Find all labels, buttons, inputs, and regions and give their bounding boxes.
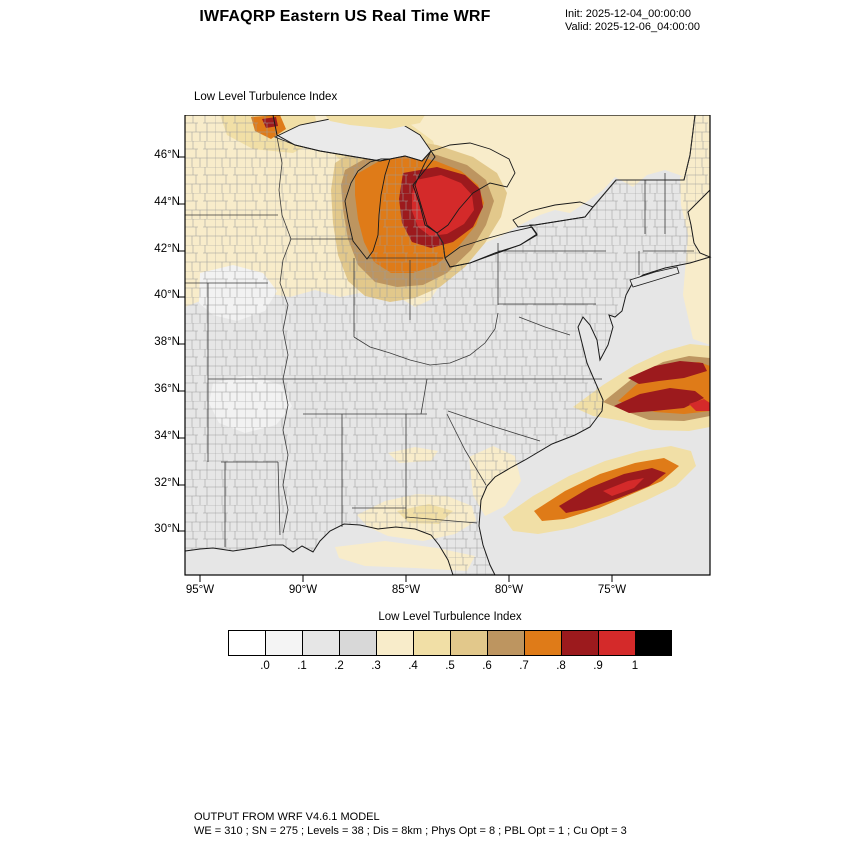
footer-line1: OUTPUT FROM WRF V4.6.1 MODEL bbox=[194, 811, 380, 823]
page-title: IWFAQRP Eastern US Real Time WRF bbox=[199, 8, 491, 25]
colorbar-tick-label: 1 bbox=[631, 660, 639, 672]
lat-label: 32°N bbox=[154, 477, 180, 489]
turbulence-fill-maroon-streak1b bbox=[614, 388, 704, 413]
colorbar-tick-label: .3 bbox=[371, 660, 381, 672]
colorbar-tick-label: .5 bbox=[445, 660, 455, 672]
lon-label: 80°W bbox=[494, 584, 524, 596]
map-canvas bbox=[178, 115, 712, 582]
turbulence-fill-maroon-streak1a bbox=[628, 361, 707, 384]
colorbar-swatch bbox=[413, 630, 451, 656]
lake-michigan bbox=[344, 158, 391, 260]
turbulence-fill-red-streak1 bbox=[689, 399, 710, 411]
colorbar-tick-label: .8 bbox=[556, 660, 566, 672]
colorbar-tick-label: .1 bbox=[297, 660, 307, 672]
colorbar-title: Low Level Turbulence Index bbox=[378, 611, 522, 623]
colorbar-swatch bbox=[635, 630, 672, 656]
lat-label: 34°N bbox=[154, 430, 180, 442]
lat-label: 40°N bbox=[154, 289, 180, 301]
colorbar-swatch bbox=[302, 630, 340, 656]
colorbar-swatch bbox=[524, 630, 562, 656]
colorbar-swatch bbox=[561, 630, 599, 656]
run-times: Init: 2025-12-04_00:00:00 Valid: 2025-12… bbox=[565, 8, 700, 34]
turbulence-fill-red-streak2 bbox=[603, 478, 644, 496]
lat-label: 30°N bbox=[154, 523, 180, 535]
lat-label: 44°N bbox=[154, 196, 180, 208]
long-island bbox=[629, 266, 680, 288]
colorbar-swatch bbox=[376, 630, 414, 656]
lat-label: 46°N bbox=[154, 149, 180, 161]
turbulence-fill-red-mi bbox=[412, 175, 474, 236]
lon-label: 85°W bbox=[391, 584, 421, 596]
lon-label: 90°W bbox=[288, 584, 318, 596]
colorbar-swatch bbox=[339, 630, 377, 656]
canada-border bbox=[436, 115, 696, 259]
colorbar bbox=[228, 630, 672, 656]
lat-label: 42°N bbox=[154, 243, 180, 255]
colorbar-tick-label: .4 bbox=[408, 660, 418, 672]
colorbar-tick-label: .7 bbox=[519, 660, 529, 672]
turbulence-fill-cream-gulf2 bbox=[335, 541, 475, 571]
colorbar-swatch bbox=[598, 630, 636, 656]
colorbar-swatch bbox=[450, 630, 488, 656]
colorbar-tick-label: .6 bbox=[482, 660, 492, 672]
valid-time: Valid: 2025-12-06_04:00:00 bbox=[565, 21, 700, 33]
colorbar-tick-label: .0 bbox=[260, 660, 270, 672]
axis-ticks bbox=[178, 156, 613, 582]
colorbar-tick-label: .2 bbox=[334, 660, 344, 672]
footer-line2: WE = 310 ; SN = 275 ; Levels = 38 ; Dis … bbox=[194, 825, 627, 837]
init-time: Init: 2025-12-04_00:00:00 bbox=[565, 8, 691, 20]
state-borders bbox=[185, 136, 694, 547]
turbulence-fill-tan-superior bbox=[325, 115, 425, 129]
lat-label: 36°N bbox=[154, 383, 180, 395]
map-panel-title: Low Level Turbulence Index bbox=[194, 91, 338, 103]
lon-label: 95°W bbox=[185, 584, 215, 596]
lake-huron bbox=[414, 142, 516, 234]
colorbar-swatch bbox=[265, 630, 303, 656]
colorbar-swatch bbox=[228, 630, 266, 656]
colorbar-swatch bbox=[487, 630, 525, 656]
colorbar-tick-label: .9 bbox=[593, 660, 603, 672]
lon-label: 75°W bbox=[597, 584, 627, 596]
lat-label: 38°N bbox=[154, 336, 180, 348]
map-frame bbox=[184, 115, 711, 576]
